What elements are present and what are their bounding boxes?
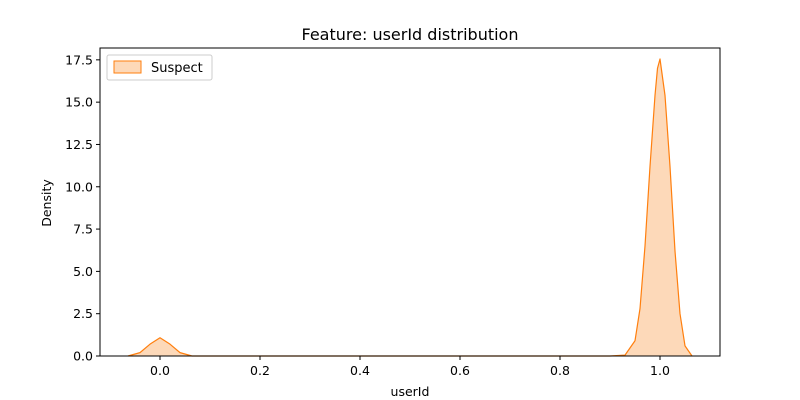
legend-label-suspect: Suspect: [151, 61, 203, 76]
x-tick-label: 0.0: [150, 363, 170, 378]
y-tick-label: 17.5: [65, 52, 93, 67]
x-tick-label: 0.8: [550, 363, 570, 378]
legend-swatch-suspect: [113, 60, 142, 74]
y-tick-label: 12.5: [65, 137, 93, 152]
chart-title: Feature: userId distribution: [302, 25, 519, 44]
x-axis: 0.0 0.2 0.4 0.6 0.8 1.0: [150, 356, 670, 378]
y-axis-label: Density: [39, 179, 54, 227]
plot-frame: [99, 47, 721, 357]
y-tick-label: 0.0: [73, 349, 93, 364]
series-area-0: [128, 59, 692, 356]
x-tick-label: 1.0: [650, 363, 670, 378]
y-tick-label: 15.0: [65, 95, 93, 110]
legend: Suspect: [106, 54, 213, 81]
plot-area: [127, 58, 693, 357]
series-line-0: [127, 58, 693, 357]
y-tick-label: 5.0: [73, 264, 93, 279]
y-axis: 0.0 2.5 5.0 7.5 10.0 12.5 15.0 17.5: [65, 52, 100, 364]
x-tick-label: 0.4: [350, 363, 370, 378]
x-axis-label: userId: [391, 384, 430, 399]
y-tick-label: 7.5: [73, 222, 93, 237]
x-tick-label: 0.6: [450, 363, 470, 378]
y-tick-label: 2.5: [73, 306, 93, 321]
y-tick-label: 10.0: [65, 179, 93, 194]
x-tick-label: 0.2: [250, 363, 270, 378]
